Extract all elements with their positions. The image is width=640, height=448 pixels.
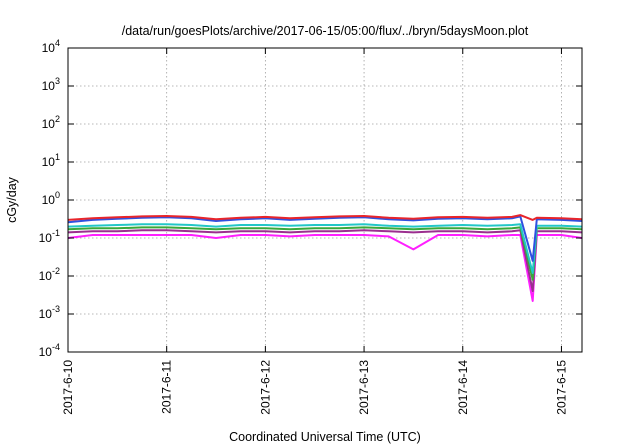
series-line-5 [67,229,583,293]
y-tick-label: 10-3 [39,304,60,321]
x-tick-label: 2017-6-12 [258,360,272,415]
y-tick-label: 104 [42,38,60,55]
y-tick-label: 10-2 [39,266,60,283]
y-tick-label: 10-1 [39,228,60,245]
series-line-1 [67,214,583,221]
x-tick-label: 2017-6-11 [160,360,174,414]
axes: 10-4 10-3 10-2 10-1 100 101 102 103 104 2017-6-10… [39,38,582,415]
y-tick-label: 101 [42,152,60,169]
y-tick-label: 100 [42,190,60,207]
y-tick-label: 102 [42,114,60,131]
x-tick-label: 2017-6-15 [554,360,568,415]
x-tick-label: 2017-6-14 [456,360,470,415]
y-tick-label: 10-4 [39,342,60,359]
series-line-6 [67,234,583,302]
x-tick-label: 2017-6-10 [61,360,75,415]
series-line-3 [67,223,583,274]
chart-title: /data/run/goesPlots/archive/2017-06-15/0… [122,24,529,38]
x-tick-label: 2017-6-13 [357,360,371,415]
series-line-2 [67,215,583,262]
y-axis-label: cGy/day [5,176,19,223]
data-series [67,214,583,302]
y-tick-label: 103 [42,76,60,93]
x-axis-label: Coordinated Universal Time (UTC) [229,430,421,444]
grid-lines [68,48,582,352]
plot-frame [67,47,583,353]
